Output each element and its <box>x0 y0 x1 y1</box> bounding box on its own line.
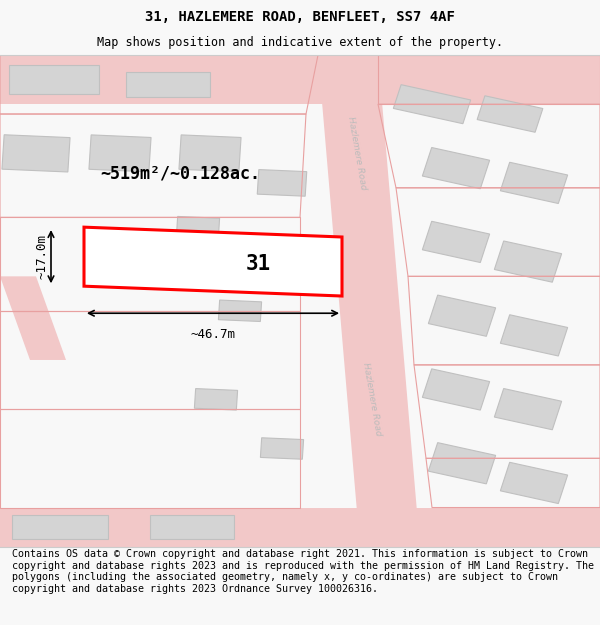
Polygon shape <box>500 462 568 504</box>
Polygon shape <box>477 96 543 132</box>
Polygon shape <box>260 438 304 459</box>
Polygon shape <box>500 162 568 204</box>
Polygon shape <box>179 135 241 172</box>
Polygon shape <box>422 221 490 262</box>
Text: Hazlemere Road: Hazlemere Road <box>361 362 383 437</box>
Polygon shape <box>9 65 99 94</box>
Polygon shape <box>2 135 70 172</box>
Text: ~519m²/~0.128ac.: ~519m²/~0.128ac. <box>100 164 260 182</box>
Polygon shape <box>257 169 307 196</box>
Polygon shape <box>0 276 66 360</box>
Text: Contains OS data © Crown copyright and database right 2021. This information is : Contains OS data © Crown copyright and d… <box>12 549 594 594</box>
Polygon shape <box>428 295 496 336</box>
Polygon shape <box>494 241 562 282</box>
Polygon shape <box>394 84 470 124</box>
Polygon shape <box>150 515 234 539</box>
Polygon shape <box>428 442 496 484</box>
Text: 31: 31 <box>245 254 271 274</box>
Text: Hazlemere Road: Hazlemere Road <box>346 116 368 191</box>
Text: ~17.0m: ~17.0m <box>35 234 48 279</box>
Bar <box>0 508 600 547</box>
Text: 31, HAZLEMERE ROAD, BENFLEET, SS7 4AF: 31, HAZLEMERE ROAD, BENFLEET, SS7 4AF <box>145 10 455 24</box>
Polygon shape <box>422 148 490 189</box>
Polygon shape <box>318 55 420 547</box>
Polygon shape <box>176 216 220 238</box>
Polygon shape <box>500 315 568 356</box>
Polygon shape <box>194 389 238 410</box>
Text: ~46.7m: ~46.7m <box>191 328 235 341</box>
Bar <box>0 55 600 104</box>
Polygon shape <box>422 369 490 410</box>
Polygon shape <box>126 72 210 97</box>
Polygon shape <box>218 300 262 321</box>
Polygon shape <box>89 135 151 172</box>
Polygon shape <box>494 389 562 430</box>
Polygon shape <box>84 227 342 296</box>
Polygon shape <box>12 515 108 539</box>
Text: Map shows position and indicative extent of the property.: Map shows position and indicative extent… <box>97 36 503 49</box>
